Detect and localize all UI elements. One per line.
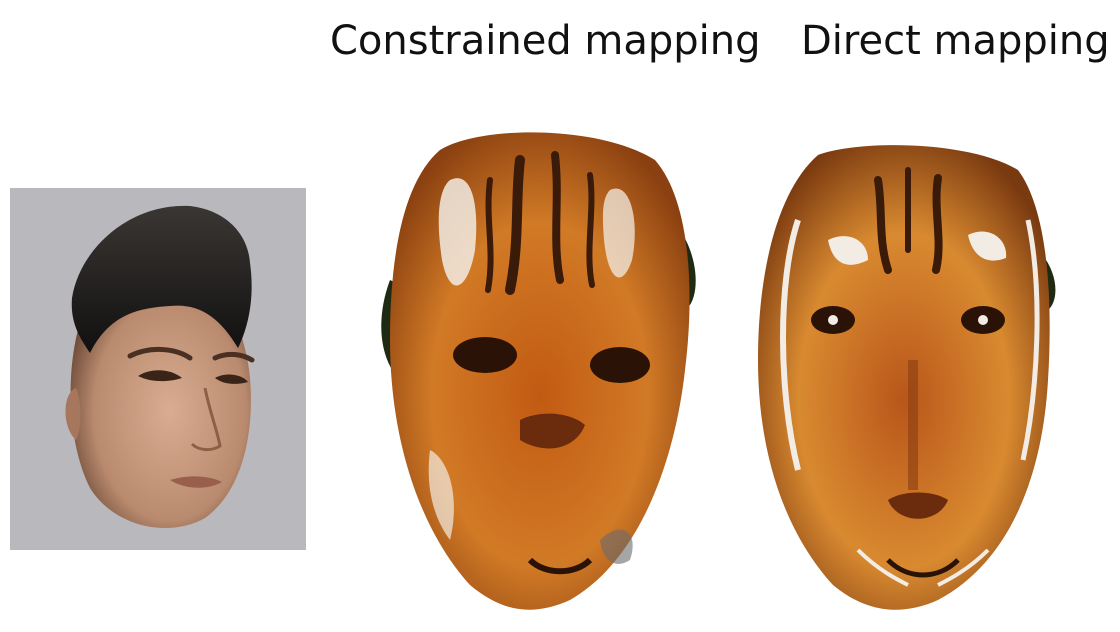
constrained-mapping-face [370, 120, 710, 620]
direct-mapping-label: Direct mapping [801, 18, 1110, 64]
direct-mapping-face [738, 130, 1078, 620]
source-face-graphic [10, 188, 306, 550]
direct-mapping-graphic [758, 145, 1056, 610]
constrained-mapping-label: Constrained mapping [330, 18, 761, 64]
source-face-image [10, 188, 306, 550]
constrained-mapping-graphic [381, 132, 696, 610]
